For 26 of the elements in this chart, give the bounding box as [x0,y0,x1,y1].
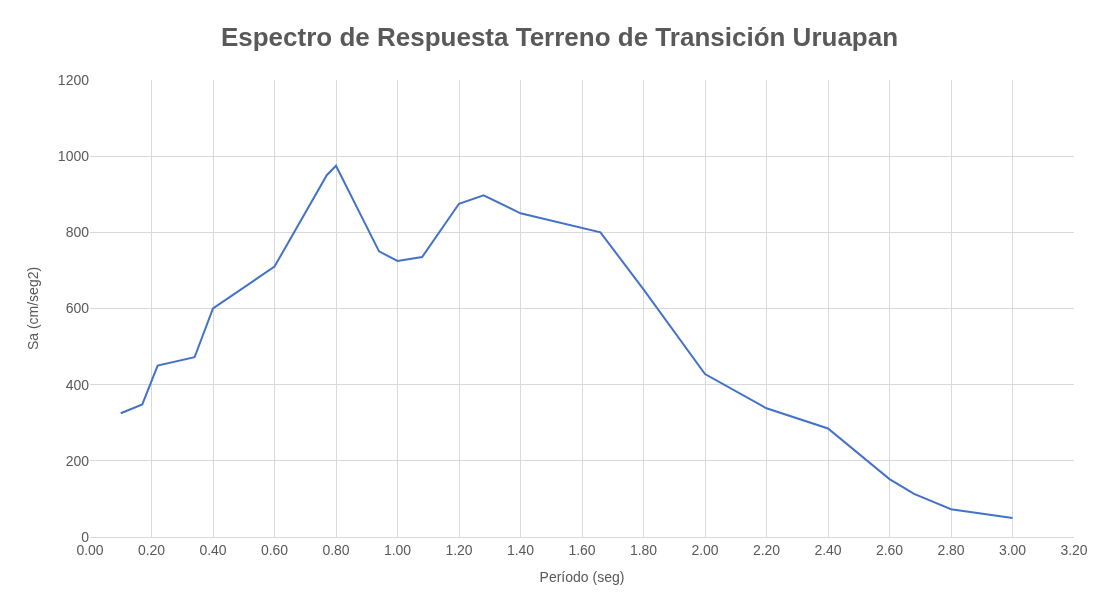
x-tick-label: 0.40 [199,541,227,558]
x-tick-label: 0.60 [260,541,289,558]
x-tick-label: 2.60 [875,541,904,558]
chart-title: Espectro de Respuesta Terreno de Transición Uruapan [220,21,899,52]
y-tick-label: 800 [65,224,90,241]
x-tick-label: 0.20 [137,541,166,558]
x-tick-label: 1.00 [383,541,412,558]
x-tick-label: 2.20 [752,541,781,558]
x-tick-label: 2.80 [937,541,965,558]
x-tick-label: 1.60 [568,541,596,558]
y-tick-label: 1200 [57,71,90,88]
x-tick-label: 2.40 [814,541,842,558]
x-tick-label: 1.80 [629,541,658,558]
x-axis-title: Período (seg) [539,569,625,586]
x-tick-label: 3.00 [998,541,1027,558]
x-tick-label: 3.20 [1060,541,1088,558]
x-tick-label: 1.20 [445,541,473,558]
x-tick-label: 0.80 [322,541,350,558]
line-series [119,164,1014,519]
x-tick-label: 1.40 [506,541,535,558]
y-tick-label: 200 [65,452,90,469]
x-tick-label: 2.00 [691,541,719,558]
y-tick-label: 400 [65,376,90,393]
y-axis-title: Sa (cm/seg2) [25,266,42,351]
y-tick-label: 600 [65,300,90,317]
y-tick-label: 1000 [57,148,90,165]
